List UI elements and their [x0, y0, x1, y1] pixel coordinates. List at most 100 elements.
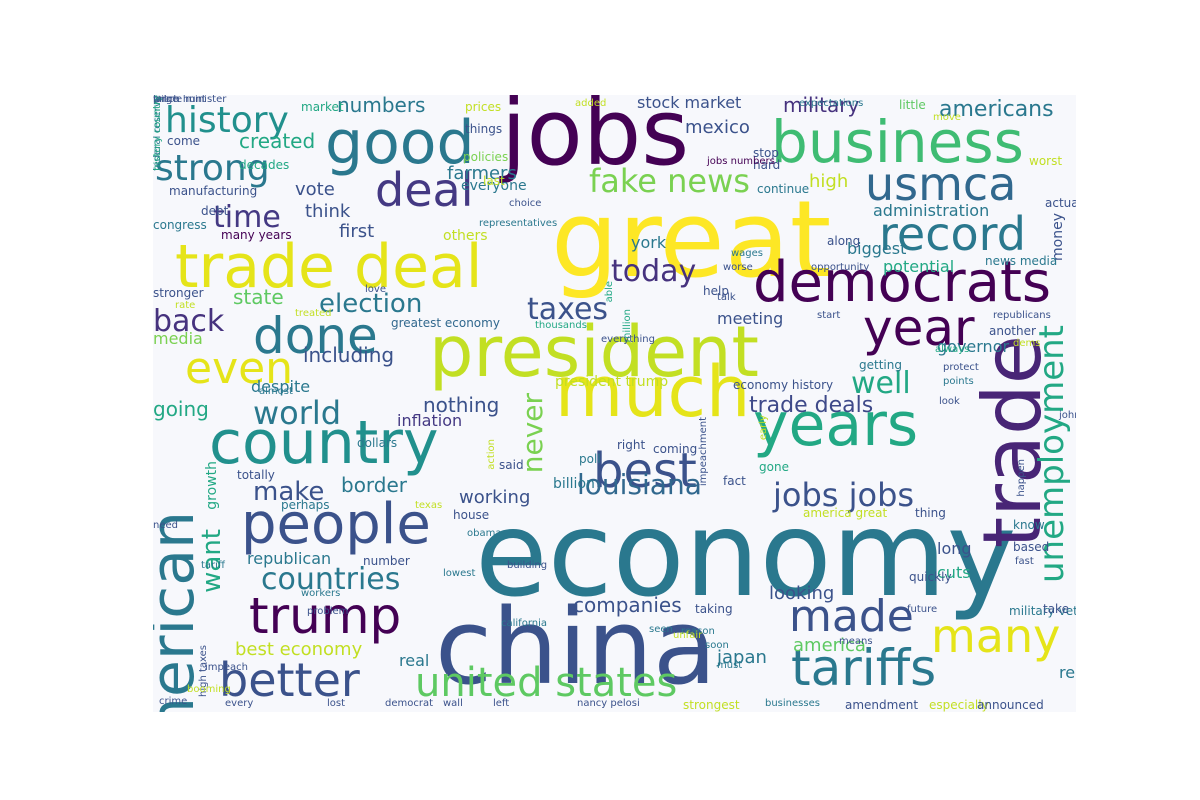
word-potential: potential	[883, 257, 955, 276]
word-trade-deals: trade deals	[749, 393, 874, 418]
word-decades: decades	[239, 158, 290, 172]
word-companies: companies	[573, 593, 682, 617]
word-prices: prices	[465, 100, 502, 114]
word-going: going	[153, 397, 209, 421]
word-vote: vote	[295, 179, 335, 200]
word-stop: stop	[753, 146, 779, 160]
word-stock-market: stock market	[637, 95, 742, 112]
word-president: president	[429, 311, 759, 393]
word-expectations: expectations	[799, 98, 864, 109]
word-seen: seen	[649, 624, 673, 635]
word-fast: fast	[1015, 556, 1034, 567]
word-look: look	[939, 396, 960, 407]
word-worst: worst	[1029, 154, 1063, 168]
word-soon: soon	[705, 640, 729, 651]
word-jobs-numbers: jobs numbers	[707, 156, 775, 167]
word-talk: talk	[717, 292, 736, 303]
word-jobs-jobs: jobs jobs	[773, 476, 915, 514]
word-nancy-pelosi: nancy pelosi	[577, 698, 640, 709]
word-york: york	[631, 233, 667, 252]
word-make: make	[253, 477, 325, 507]
word-done: done	[253, 307, 378, 365]
word-year: year	[863, 299, 975, 357]
word-well: well	[851, 366, 911, 401]
word-american: american	[153, 511, 208, 712]
word-many-years: many years	[221, 228, 292, 242]
word-state: state	[233, 285, 284, 309]
word-many: many	[931, 609, 1061, 663]
word-inflation: inflation	[397, 411, 463, 430]
word-better: better	[219, 653, 360, 707]
word-tariff: tariff	[201, 560, 225, 571]
word-large: large	[153, 95, 179, 105]
word-great: great	[551, 178, 832, 301]
word-america: america	[793, 635, 866, 656]
word-house: house	[453, 508, 490, 522]
word-trump: trump	[249, 587, 402, 645]
word-every: every	[225, 698, 254, 709]
word-market: market	[301, 100, 344, 114]
word-obama: obama	[467, 528, 502, 539]
word-prime-minister: prime minister	[153, 95, 227, 105]
word-actually: actually	[1045, 196, 1076, 210]
word-news-media: news media	[985, 254, 1058, 268]
word-everyone: everyone	[461, 178, 527, 194]
word-california: california	[501, 618, 548, 629]
word-getting: getting	[859, 358, 902, 372]
word-best: best	[593, 443, 697, 499]
word-years: years	[753, 390, 919, 460]
word-wages: wages	[731, 248, 764, 259]
word-last: last	[483, 174, 505, 188]
word-action: action	[486, 439, 497, 470]
word-best-economy: best economy	[235, 639, 363, 660]
word-debt: debt	[201, 204, 229, 218]
word-made: made	[789, 591, 914, 642]
word-quickly: quickly	[909, 570, 952, 584]
word-left: left	[493, 698, 510, 709]
word-perhaps: perhaps	[281, 498, 330, 512]
word-fact: fact	[723, 474, 746, 488]
word-happen: happen	[1016, 459, 1027, 497]
word-reason: reason	[681, 626, 715, 637]
word-things: things	[465, 122, 503, 136]
word-louisiana: louisiana	[577, 468, 702, 501]
word-treated: treated	[295, 308, 332, 319]
word-early: early	[758, 415, 769, 441]
word-love: love	[365, 284, 386, 295]
word-means: means	[839, 636, 873, 647]
word-little: little	[899, 98, 926, 112]
word-china: china	[435, 586, 717, 708]
word-usmca: usmca	[865, 157, 1017, 211]
word-really: really	[1059, 663, 1076, 682]
word-problem: problem	[307, 606, 349, 617]
word-announced: announced	[977, 698, 1044, 712]
word-able: able	[604, 281, 615, 303]
word-points: points	[943, 376, 974, 387]
word-japan: japan	[717, 647, 767, 668]
word-always: always	[935, 344, 970, 355]
word-world: world	[253, 394, 342, 432]
word-good: good	[325, 108, 475, 178]
word-republicans: republicans	[993, 310, 1051, 321]
word-worse: worse	[723, 262, 753, 273]
word-trade-deal: trade deal	[175, 232, 483, 302]
word-know: know	[1013, 518, 1045, 532]
word-long: long	[937, 539, 972, 558]
word-coming: coming	[653, 442, 698, 456]
word-tariffs: tariffs	[791, 639, 937, 697]
word-booming: booming	[187, 684, 231, 695]
word-greatest-economy: greatest economy	[391, 316, 500, 330]
word-jobs: jobs	[501, 95, 690, 186]
word-unfair: unfair	[673, 630, 703, 641]
word-meeting: meeting	[717, 309, 784, 328]
word-lowest: lowest	[443, 568, 476, 579]
word-john-edwards: john edwards	[1059, 410, 1076, 421]
word-including: including	[303, 343, 395, 367]
word-need: need	[153, 520, 178, 531]
word-opportunity: opportunity	[811, 262, 870, 273]
word-future: future	[907, 604, 938, 615]
word-republican: republican	[247, 549, 332, 568]
word-cloud: economy china great jobs president trade busin…	[153, 95, 1076, 712]
word-businesses: businesses	[765, 698, 820, 709]
word-dems: dems	[1013, 338, 1041, 349]
